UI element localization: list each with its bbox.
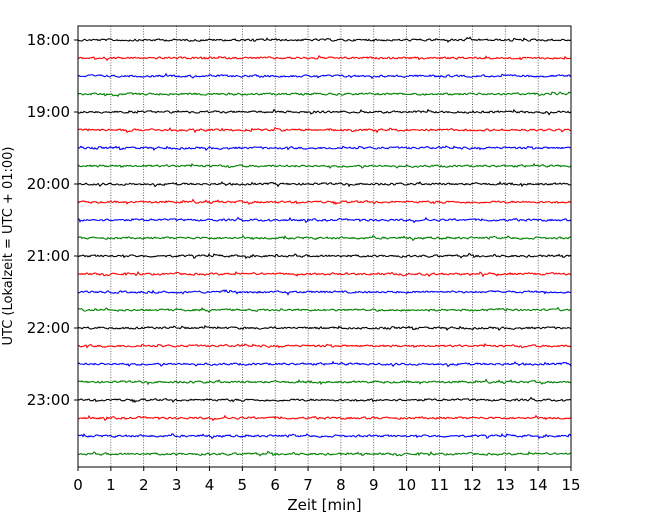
trace-1930 xyxy=(77,145,572,152)
y-tick-label: 18:00 xyxy=(27,31,70,49)
y-tick-label: 19:00 xyxy=(27,103,70,121)
trace-1830 xyxy=(77,72,572,80)
trace-2200 xyxy=(77,324,572,332)
trace-2145 xyxy=(77,306,572,313)
trace-2245 xyxy=(77,378,572,386)
trace-2330 xyxy=(77,433,572,440)
trace-2045 xyxy=(77,234,572,242)
plot-frame xyxy=(77,25,572,468)
trace-1915 xyxy=(77,126,572,134)
trace-2315 xyxy=(77,414,572,422)
x-tick-label: 15 xyxy=(561,476,580,494)
trace-1800 xyxy=(77,36,572,44)
x-tick-label: 13 xyxy=(496,476,515,494)
x-tick-label: 3 xyxy=(172,476,182,494)
y-tick-label: 22:00 xyxy=(27,319,70,337)
x-tick-label: 10 xyxy=(397,476,416,494)
trace-2230 xyxy=(77,360,572,368)
x-tick-label: 6 xyxy=(270,476,280,494)
plot-background xyxy=(78,26,571,467)
y-tick-label: 20:00 xyxy=(27,175,70,193)
trace-1845 xyxy=(77,91,572,98)
x-axis-label: Zeit [min] xyxy=(287,496,361,514)
grid-lines xyxy=(110,26,539,467)
y-tick-label: 23:00 xyxy=(27,391,70,409)
y-tick-label: 21:00 xyxy=(27,247,70,265)
x-tick-label: 1 xyxy=(106,476,116,494)
x-tick-label: 11 xyxy=(430,476,449,494)
traces-group xyxy=(77,36,572,457)
trace-2015 xyxy=(77,198,572,205)
trace-2215 xyxy=(77,343,572,349)
trace-2100 xyxy=(77,252,572,260)
x-tick-label: 12 xyxy=(463,476,482,494)
trace-1900 xyxy=(77,108,572,116)
trace-2345 xyxy=(77,450,572,457)
trace-1945 xyxy=(77,162,572,169)
trace-2300 xyxy=(77,396,572,403)
x-tick-label: 14 xyxy=(529,476,548,494)
y-axis: 18:00 19:00 20:00 21:00 22:00 23:00 xyxy=(27,31,78,409)
x-tick-label: 8 xyxy=(336,476,346,494)
trace-2030 xyxy=(77,216,572,224)
trace-1815 xyxy=(77,54,572,62)
trace-2115 xyxy=(77,270,572,278)
y-axis-label: UTC (Lokalzeit = UTC + 01:00) xyxy=(1,147,16,346)
trace-2000 xyxy=(77,180,572,188)
x-tick-label: 5 xyxy=(238,476,248,494)
x-tick-label: 2 xyxy=(139,476,149,494)
x-tick-label: 0 xyxy=(73,476,83,494)
x-tick-label: 9 xyxy=(369,476,379,494)
x-axis: 0 1 2 3 4 5 6 7 8 9 10 11 12 13 14 15 xyxy=(73,467,581,494)
x-tick-label: 4 xyxy=(205,476,215,494)
x-tick-label: 7 xyxy=(303,476,313,494)
trace-2130 xyxy=(77,289,572,296)
